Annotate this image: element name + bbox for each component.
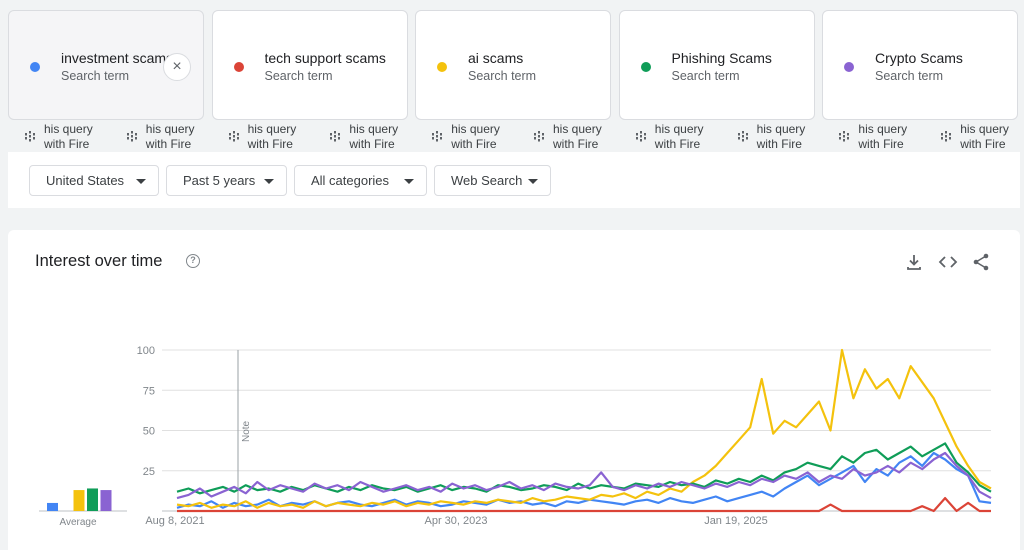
- category-dropdown-label: All categories: [311, 173, 390, 188]
- query-hint-line: with Fire: [553, 137, 599, 151]
- query-hint-line: his query: [960, 122, 1009, 136]
- series-color-dot: [437, 62, 447, 72]
- chevron-down-icon: [528, 179, 538, 184]
- query-hint-line: with Fire: [654, 137, 701, 151]
- sparkle-icon: [330, 131, 341, 142]
- query-hint-line: with Fire: [44, 137, 90, 151]
- sparkle-icon: [737, 131, 748, 142]
- search-term-card[interactable]: tech support scams Search term: [211, 10, 408, 120]
- embed-code-icon[interactable]: [938, 252, 958, 272]
- search-term-card[interactable]: investment scams Search term ×: [8, 10, 204, 120]
- series-color-dot: [844, 62, 854, 72]
- search-term-type: Search term: [264, 69, 333, 83]
- search-term-name: Crypto Scams: [875, 50, 963, 66]
- sparkle-icon: [432, 131, 443, 142]
- region-dropdown[interactable]: United States: [29, 165, 159, 196]
- region-dropdown-label: United States: [46, 173, 125, 188]
- search-term-type: Search term: [468, 69, 537, 83]
- query-hint-line: with Fire: [960, 137, 1006, 151]
- series-line: [176, 451, 992, 500]
- help-icon[interactable]: ?: [186, 254, 200, 268]
- chevron-down-icon: [404, 179, 414, 184]
- average-bar: [87, 488, 98, 511]
- y-tick-label: 25: [143, 466, 155, 478]
- time-range-dropdown[interactable]: Past 5 years: [166, 165, 287, 196]
- x-tick-label: Jan 19, 2025: [704, 515, 768, 527]
- query-hint-line: with Fire: [145, 137, 192, 151]
- query-hint-line: his query: [553, 122, 602, 136]
- search-term-name: tech support scams: [264, 50, 386, 66]
- search-term-type: Search term: [61, 69, 130, 83]
- query-hint-line: his query: [44, 122, 93, 136]
- sparkle-icon: [534, 131, 544, 142]
- search-property-dropdown-label: Web Search: [451, 173, 523, 188]
- query-hint-line: his query: [756, 122, 806, 136]
- chevron-down-icon: [136, 179, 146, 184]
- sparkle-icon: [839, 131, 850, 142]
- query-hint[interactable]: his query with Fire: [721, 122, 821, 152]
- query-hint[interactable]: his query with Fire: [619, 122, 719, 152]
- sparkle-icon: [941, 131, 952, 142]
- y-tick-label: 50: [143, 426, 155, 438]
- query-hint-line: his query: [247, 122, 297, 136]
- query-hint[interactable]: his query with Fire: [924, 122, 1024, 152]
- series-line: [176, 348, 992, 509]
- query-hint[interactable]: his query with Fire: [415, 122, 515, 152]
- query-hint-line: with Fire: [349, 137, 395, 151]
- share-icon[interactable]: [971, 252, 991, 272]
- series-line: [177, 497, 991, 513]
- download-icon[interactable]: [904, 252, 924, 272]
- query-hint-line: his query: [654, 122, 704, 136]
- search-term-card[interactable]: Phishing Scams Search term: [618, 10, 815, 120]
- query-hint-line: with Fire: [756, 137, 802, 151]
- query-hint-line: his query: [858, 122, 908, 136]
- y-tick-label: 75: [143, 385, 155, 397]
- search-term-type: Search term: [671, 69, 740, 83]
- query-hint[interactable]: his query with Fire: [212, 122, 312, 152]
- query-hint-line: with Fire: [247, 137, 293, 151]
- query-hint[interactable]: his query with Fire: [517, 122, 617, 152]
- search-term-card[interactable]: ai scams Search term: [415, 10, 611, 120]
- series-color-dot: [640, 62, 651, 72]
- sparkle-icon: [228, 131, 239, 142]
- query-hints-row: his query with Fire his query with Fire his …: [8, 120, 1020, 152]
- x-tick-label: Apr 30, 2023: [425, 515, 488, 527]
- query-hint[interactable]: his query with Fire: [822, 122, 922, 152]
- average-bar: [47, 502, 58, 511]
- query-hint[interactable]: his query with Fire: [8, 122, 108, 152]
- average-label: Average: [59, 517, 97, 528]
- search-term-name: Phishing Scams: [671, 50, 772, 66]
- query-hint[interactable]: his query with Fire: [110, 122, 210, 152]
- sparkle-icon: [635, 131, 646, 142]
- search-term-name: ai scams: [468, 50, 524, 66]
- sparkle-icon: [126, 131, 137, 142]
- search-term-card[interactable]: Crypto Scams Search term: [822, 10, 1018, 120]
- series-color-dot: [233, 62, 244, 72]
- interest-over-time-panel: Interest over time ? 100 75 50 25 Note Aug 8,…: [8, 230, 1020, 550]
- note-label: Note: [241, 420, 252, 442]
- search-term-name: investment scams: [61, 50, 171, 66]
- query-hint-line: his query: [451, 122, 500, 136]
- panel-title: Interest over time: [35, 252, 163, 270]
- search-property-dropdown[interactable]: Web Search: [434, 165, 551, 196]
- query-hint-line: with Fire: [858, 137, 904, 151]
- query-hint[interactable]: his query with Fire: [313, 122, 413, 152]
- average-bar: [100, 490, 112, 511]
- x-tick-label: Aug 8, 2021: [145, 515, 204, 527]
- average-bar: [73, 490, 85, 511]
- query-hint-line: with Fire: [451, 137, 497, 151]
- search-term-type: Search term: [875, 69, 944, 83]
- query-hint-line: his query: [145, 122, 195, 136]
- sparkle-icon: [25, 131, 35, 142]
- search-terms-bar: investment scams Search term × tech support…: [8, 10, 1020, 120]
- category-dropdown[interactable]: All categories: [294, 165, 427, 196]
- series-color-dot: [30, 62, 40, 72]
- filters-bar: United States Past 5 years All categorie…: [8, 152, 1020, 208]
- chevron-down-icon: [264, 179, 274, 184]
- y-tick-label: 100: [137, 345, 155, 357]
- close-icon[interactable]: ×: [163, 53, 191, 81]
- time-range-dropdown-label: Past 5 years: [183, 173, 256, 188]
- interest-chart: 100 75 50 25 Note Aug 8, 2021 Apr 30, 2023 Jan …: [39, 345, 992, 528]
- query-hint-line: his query: [349, 122, 399, 136]
